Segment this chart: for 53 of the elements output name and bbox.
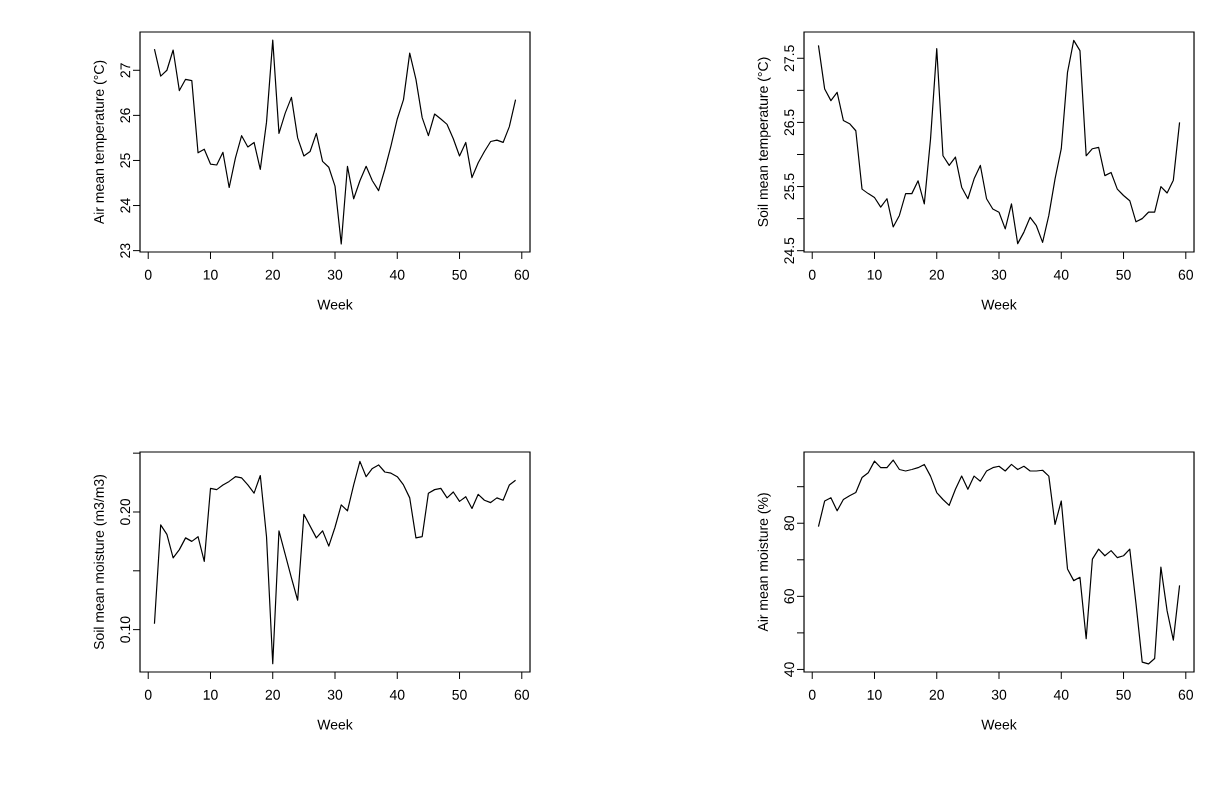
y-tick-label: 24 [120, 198, 131, 213]
y-tick-label: 26 [120, 108, 131, 123]
x-tick-label: 0 [144, 269, 152, 280]
x-axis-title: Week [981, 299, 1017, 310]
y-tick-label: 23 [120, 243, 131, 258]
x-tick-label: 60 [514, 269, 530, 280]
line-series [153, 39, 517, 245]
x-tick-label: 30 [991, 269, 1007, 280]
x-tick-label: 50 [1116, 269, 1131, 280]
x-tick-label: 20 [929, 269, 944, 280]
x-tick-label: 50 [452, 269, 467, 280]
x-tick-label: 20 [265, 269, 280, 280]
x-tick-label: 30 [327, 689, 343, 700]
y-axis-title: Air mean temperature (°C) [93, 60, 107, 225]
y-tick-label: 0.20 [120, 498, 131, 526]
y-axis-title: Soil mean temperature (°C) [757, 57, 771, 227]
y-tick-label: 25 [120, 153, 131, 168]
y-tick-label: 0.10 [120, 616, 131, 643]
x-tick-label: 40 [389, 269, 405, 280]
y-axis-title: Soil mean moisture (m3/m3) [93, 474, 107, 650]
y-tick-label: 27 [120, 63, 131, 78]
y-tick-label: 40 [784, 662, 795, 677]
x-tick-label: 40 [1053, 269, 1069, 280]
x-axis-title: Week [317, 719, 353, 730]
y-tick-label: 27.5 [784, 45, 795, 72]
x-tick-label: 10 [203, 689, 218, 700]
x-tick-label: 0 [144, 689, 152, 700]
x-tick-label: 10 [867, 689, 882, 700]
x-tick-label: 10 [203, 269, 218, 280]
x-tick-label: 20 [265, 689, 280, 700]
line-series [817, 39, 1181, 245]
line-series [817, 459, 1181, 665]
y-tick-label: 60 [784, 589, 795, 604]
x-tick-label: 60 [1178, 269, 1194, 280]
x-tick-label: 60 [1178, 689, 1194, 700]
y-tick-label: 80 [784, 516, 795, 531]
x-tick-label: 0 [808, 689, 816, 700]
x-tick-label: 50 [1116, 689, 1131, 700]
x-tick-label: 0 [808, 269, 816, 280]
x-axis-title: Week [317, 299, 353, 310]
x-tick-label: 30 [327, 269, 343, 280]
x-tick-label: 50 [452, 689, 467, 700]
x-tick-label: 40 [389, 689, 405, 700]
x-axis-title: Week [981, 719, 1017, 730]
x-tick-label: 20 [929, 689, 944, 700]
y-tick-label: 26.5 [784, 109, 795, 136]
y-tick-label: 25.5 [784, 173, 795, 200]
x-tick-label: 30 [991, 689, 1007, 700]
y-tick-label: 24.5 [784, 237, 795, 264]
x-tick-label: 10 [867, 269, 882, 280]
x-tick-label: 40 [1053, 689, 1069, 700]
x-tick-label: 60 [514, 689, 530, 700]
y-axis-title: Air mean moisture (%) [757, 493, 771, 632]
